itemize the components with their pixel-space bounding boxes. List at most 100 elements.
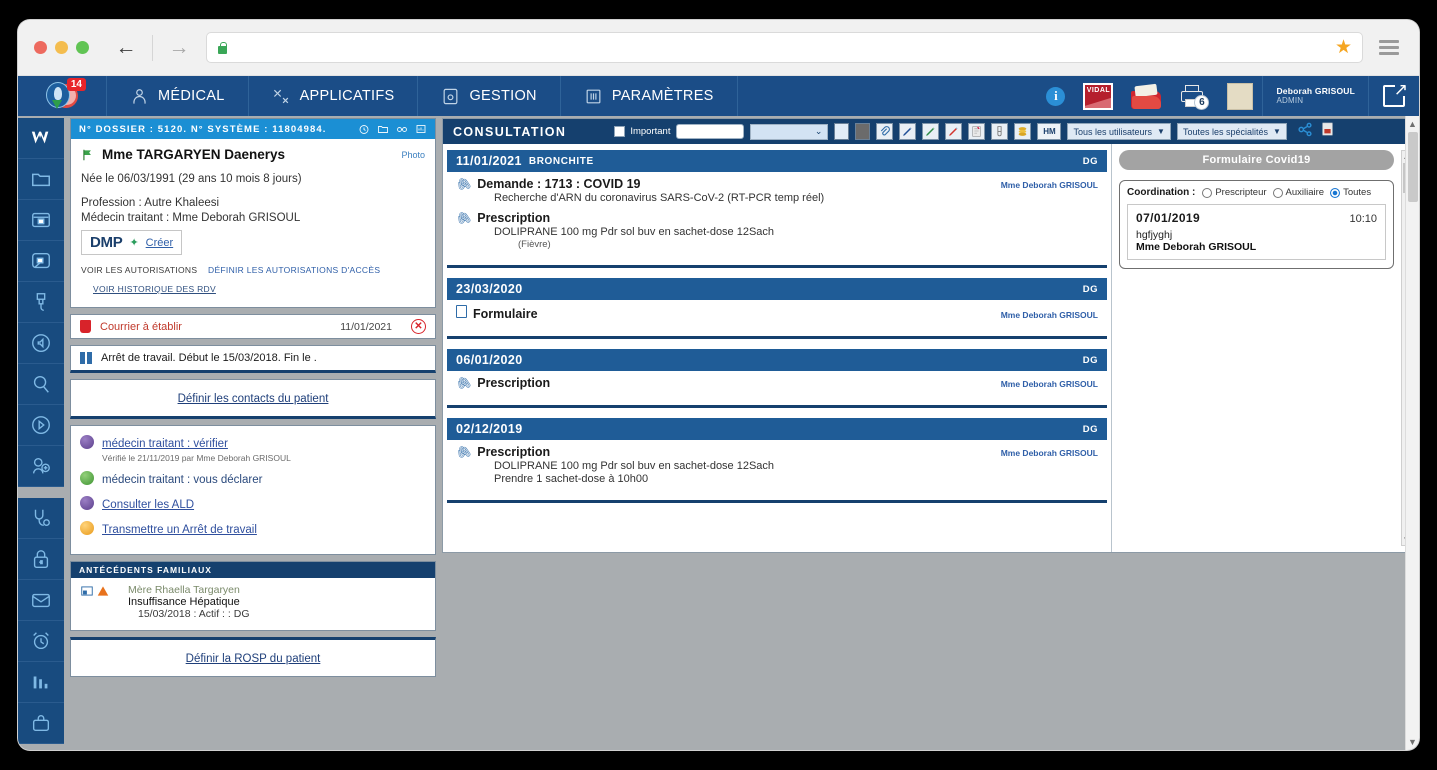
info-icon[interactable]: i [1037, 76, 1074, 116]
rdv-history-link[interactable]: VOIR HISTORIQUE DES RDV [93, 284, 216, 294]
beige-card-icon[interactable] [1218, 76, 1262, 116]
nav-right-group: i VIDAL 6 Deborah GRISOUL ADM [1037, 76, 1419, 116]
arret-travail-row[interactable]: Arrêt de travail. Début le 15/03/2018. F… [70, 345, 436, 373]
sidebar-lock-euro[interactable] [18, 539, 64, 580]
coordination-note[interactable]: 07/01/2019 10:10 hgfjyghj Mme Deborah GR… [1127, 204, 1386, 260]
logout-icon[interactable] [1369, 76, 1419, 116]
entry-item[interactable]: Formulaire Mme Deborah GRISOUL [456, 305, 1098, 321]
patient-photo-link[interactable]: Photo [401, 149, 425, 160]
user-info[interactable]: Deborah GRISOUL ADMIN [1262, 76, 1369, 116]
scroll-up-arrow-icon[interactable]: ▲ [1408, 119, 1417, 129]
sidebar-search[interactable] [18, 364, 64, 405]
hm-button[interactable]: HM [1037, 123, 1062, 140]
bookmark-star-icon[interactable]: ★ [1334, 37, 1352, 58]
red-pen-tool[interactable] [945, 123, 963, 140]
sidebar-vitale-card[interactable] [18, 241, 64, 282]
define-contacts-link[interactable]: Définir les contacts du patient [177, 393, 329, 405]
blue-pen-tool[interactable] [899, 123, 917, 140]
glasses-icon[interactable] [396, 123, 408, 135]
notification-badge[interactable]: 14 [66, 78, 86, 91]
chart-icon[interactable] [415, 123, 427, 135]
nav-item-applicatifs[interactable]: APPLICATIFS [247, 76, 418, 116]
scroll-down-arrow-icon[interactable]: ▼ [1408, 737, 1417, 747]
green-pen-tool[interactable] [922, 123, 940, 140]
back-arrow-icon[interactable]: ← [115, 35, 137, 59]
close-circle-icon[interactable]: ✕ [411, 319, 426, 334]
sidebar-alarm[interactable] [18, 621, 64, 662]
consultation-select[interactable]: ⌄ [750, 123, 829, 140]
sidebar-folder[interactable] [18, 159, 64, 200]
sidebar-mail[interactable] [18, 580, 64, 621]
dmp-box[interactable]: DMP ✦ Créer [81, 230, 183, 255]
formulaire-covid19-button[interactable]: Formulaire Covid19 [1119, 150, 1394, 170]
entry-item[interactable]: 🖇 Prescription Mme Deborah GRISOUL [454, 374, 1098, 392]
consulter-ald-link[interactable]: Consulter les ALD [102, 499, 195, 511]
vidal-icon[interactable]: VIDAL [1074, 76, 1122, 116]
sidebar-stethoscope[interactable] [18, 498, 64, 539]
document-tool[interactable] [968, 123, 986, 140]
coins-tool[interactable] [1014, 123, 1032, 140]
sidebar-bottom[interactable] [18, 703, 64, 744]
printer-icon[interactable]: 6 [1170, 76, 1218, 116]
courier-row[interactable]: Courrier à établir 11/01/2021 ✕ [70, 314, 436, 339]
hamburger-menu-icon[interactable] [1379, 40, 1399, 55]
link-row-ald[interactable]: Consulter les ALD [80, 495, 426, 513]
sidebar-cps-card[interactable] [18, 200, 64, 241]
entry-item[interactable]: 🖇 Prescription DOLIPRANE 100 mg Pdr sol … [454, 209, 1098, 250]
define-authorizations-link[interactable]: DÉFINIR LES AUTORISATIONS D'ACCÈS [208, 265, 381, 275]
test-tube-tool[interactable] [991, 123, 1009, 140]
app-logo[interactable]: 14 [18, 76, 106, 116]
sidebar-play[interactable] [18, 405, 64, 446]
close-window-button[interactable] [34, 41, 47, 54]
link-row-medecin-declarer[interactable]: médecin traitant : vous déclarer [80, 470, 426, 488]
link-row-transmettre[interactable]: Transmettre un Arrêt de travail [80, 520, 426, 538]
radio-toutes[interactable]: Toutes [1330, 187, 1371, 198]
nav-item-gestion[interactable]: GESTION [417, 76, 559, 116]
consultation-entry[interactable]: 11/01/2021 BRONCHITE DG 🖇 Demande : 1713… [447, 150, 1107, 268]
share-nodes-icon[interactable] [1297, 121, 1314, 143]
link-row-medecin-verifier[interactable]: médecin traitant : vérifier Vérifié le 2… [80, 434, 426, 463]
page-scrollbar-thumb[interactable] [1408, 132, 1418, 202]
sidebar-logo-w[interactable] [18, 118, 64, 159]
clock-icon[interactable] [358, 123, 370, 135]
sidebar-speaker[interactable] [18, 323, 64, 364]
important-checkbox-wrap[interactable]: Important [614, 126, 670, 137]
radio-button[interactable] [1330, 187, 1341, 198]
radio-auxiliaire[interactable]: Auxiliaire [1272, 187, 1324, 198]
consultation-entry[interactable]: 23/03/2020 DG Formulaire Mme Deborah GRI… [447, 278, 1107, 339]
view-authorizations-link[interactable]: VOIR LES AUTORISATIONS [81, 265, 198, 275]
forward-arrow-icon[interactable]: → [168, 35, 190, 59]
minimize-window-button[interactable] [55, 41, 68, 54]
define-rosp-link[interactable]: Définir la ROSP du patient [185, 653, 321, 665]
swatch-gray[interactable] [855, 123, 871, 140]
sidebar-stats[interactable] [18, 662, 64, 703]
dmp-create-link[interactable]: Créer [145, 236, 174, 249]
swatch-light-blue[interactable] [834, 123, 850, 140]
radio-prescripteur[interactable]: Prescripteur [1202, 187, 1267, 198]
nav-item-medical[interactable]: MÉDICAL [106, 76, 248, 116]
attachment-tool[interactable] [876, 123, 894, 140]
red-folder-icon[interactable] [1122, 76, 1170, 116]
users-filter-dropdown[interactable]: Tous les utilisateurs ▼ [1067, 123, 1171, 140]
radio-button[interactable] [1202, 187, 1213, 198]
page-scrollbar[interactable]: ▲ ▼ [1405, 116, 1419, 750]
entry-item-author: Mme Deborah GRISOUL [1000, 180, 1098, 190]
medecin-verifier-link[interactable]: médecin traitant : vérifier [102, 438, 228, 450]
nav-item-parametres[interactable]: PARAMÈTRES [559, 76, 738, 116]
consultation-search-input[interactable] [676, 124, 745, 139]
transmettre-arret-link[interactable]: Transmettre un Arrêt de travail [102, 524, 257, 536]
pdf-export-icon[interactable] [1320, 121, 1335, 142]
radio-button[interactable] [1272, 187, 1283, 198]
url-input[interactable] [228, 39, 1329, 56]
sidebar-add-patient[interactable] [18, 446, 64, 487]
important-checkbox[interactable] [614, 126, 626, 137]
sidebar-usb[interactable] [18, 282, 64, 323]
entry-item[interactable]: 🖇 Demande : 1713 : COVID 19 Mme Deborah … [454, 175, 1098, 204]
consultation-entry[interactable]: 02/12/2019 DG 🖇 Prescription Mme Deborah… [447, 418, 1107, 503]
maximize-window-button[interactable] [76, 41, 89, 54]
consultation-entry[interactable]: 06/01/2020 DG 🖇 Prescription Mme Deborah… [447, 349, 1107, 408]
entry-item[interactable]: 🖇 Prescription Mme Deborah GRISOUL DOLIP… [454, 443, 1098, 485]
folder-icon[interactable] [377, 123, 389, 135]
url-bar[interactable]: ★ [206, 32, 1363, 63]
specialty-filter-dropdown[interactable]: Toutes les spécialités ▼ [1176, 123, 1287, 140]
